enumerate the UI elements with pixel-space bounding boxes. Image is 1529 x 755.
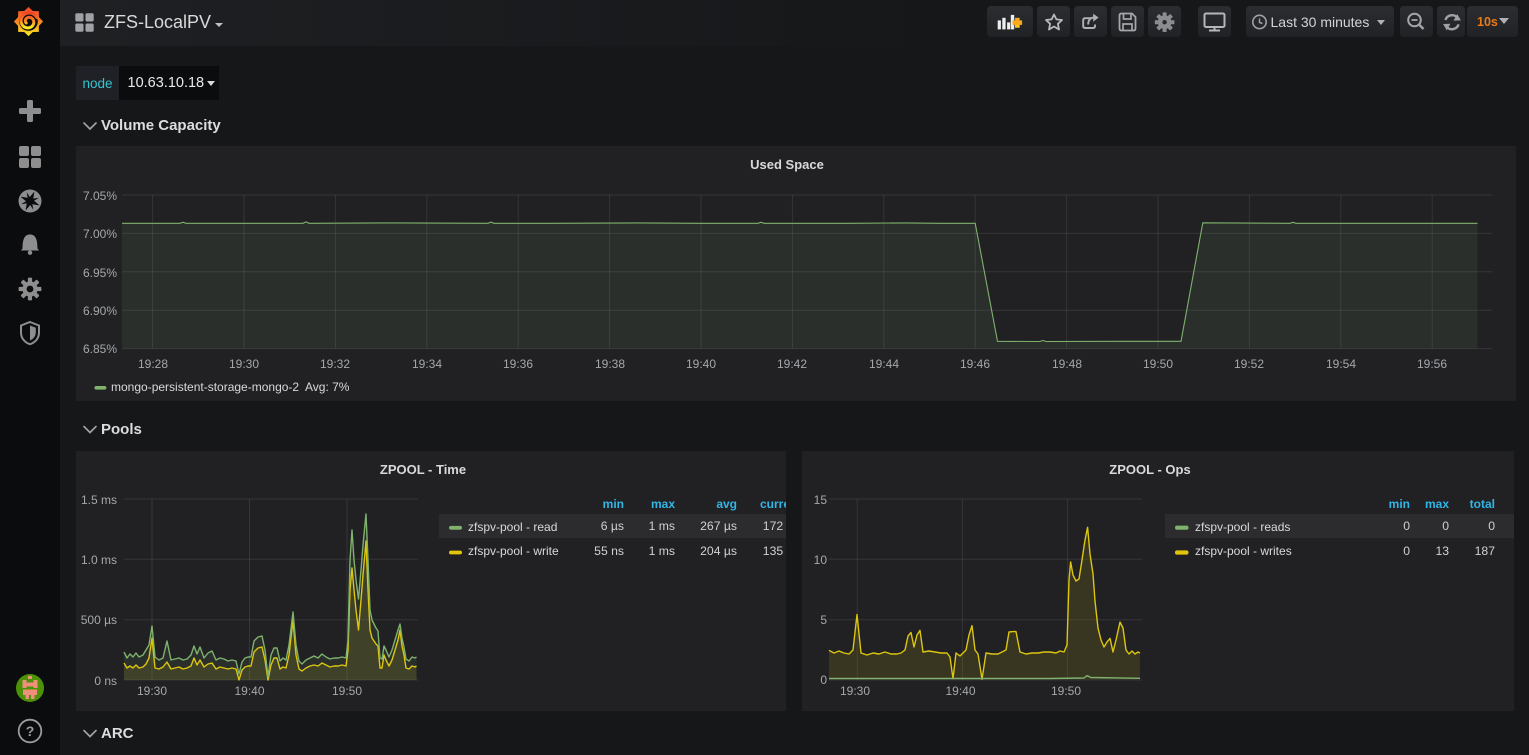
- svg-text:?: ?: [26, 723, 35, 739]
